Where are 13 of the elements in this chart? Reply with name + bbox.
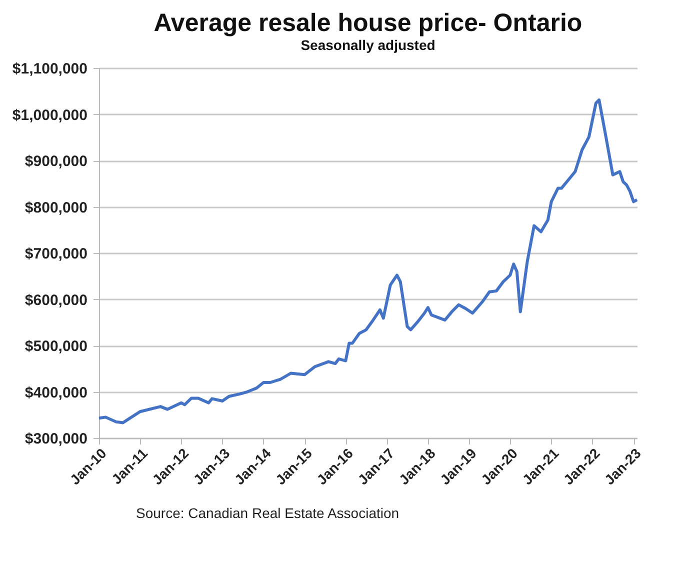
y-tick-label: $300,000 bbox=[24, 430, 88, 448]
chart-title: Average resale house price- Ontario bbox=[154, 9, 582, 37]
y-tick-label: $700,000 bbox=[24, 246, 88, 262]
y-tick-label: $1,000,000 bbox=[12, 106, 88, 124]
source-note: Source: Canadian Real Estate Association bbox=[136, 505, 400, 521]
y-tick-label: $900,000 bbox=[24, 153, 88, 170]
line-series bbox=[98, 98, 638, 424]
y-tick-label: $500,000 bbox=[24, 338, 88, 355]
y-tick-label: $600,000 bbox=[24, 292, 88, 309]
y-tick-label: $800,000 bbox=[24, 199, 88, 216]
y-tick-label: $1,100,000 bbox=[12, 60, 88, 78]
y-tick-label: $400,000 bbox=[24, 384, 88, 402]
chart-subtitle: Seasonally adjusted bbox=[300, 37, 436, 53]
